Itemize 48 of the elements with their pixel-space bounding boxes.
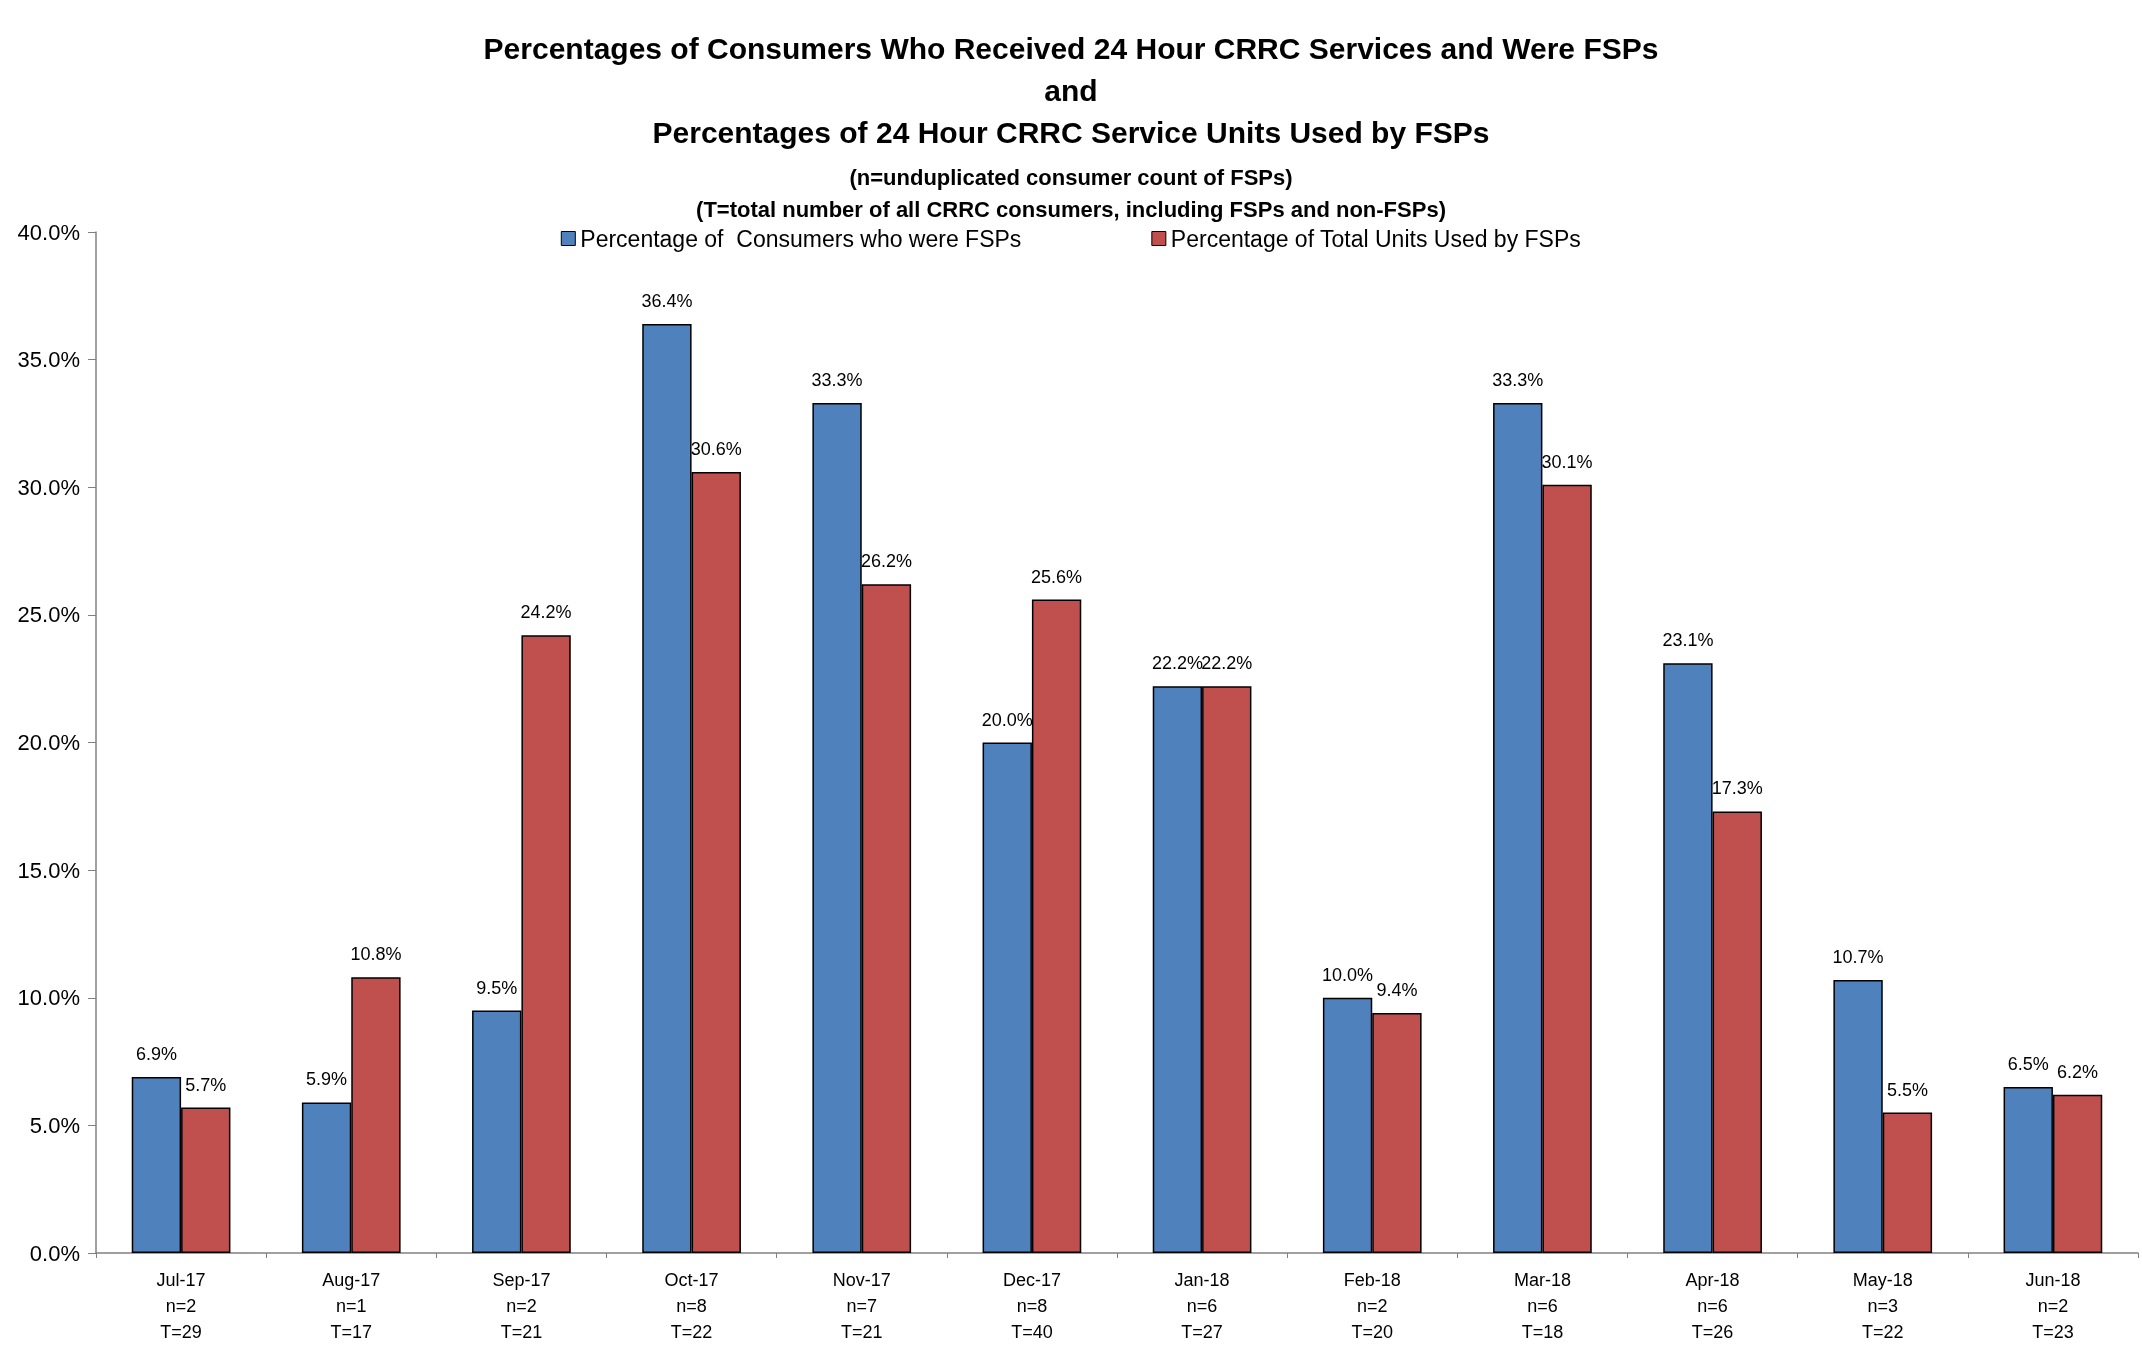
x-tick-label: Jul-17 n=2 T=29 [156, 1270, 206, 1342]
x-tick-label: Nov-17 n=7 T=21 [832, 1270, 891, 1342]
y-tick-label: 40.0% [17, 219, 80, 245]
x-tick-label: Dec-17 n=8 T=40 [1002, 1270, 1061, 1342]
y-tick-label: 30.0% [17, 474, 80, 500]
legend-label: Percentage of Consumers who were FSPs [580, 225, 1022, 252]
data-label: 6.2% [2057, 1061, 2099, 1082]
y-tick-label: 0.0% [29, 1240, 80, 1266]
chart-title: Percentages of Consumers Who Received 24 Hour CRRC Services and Were FSPs and Percentages of 24 Hour CRRC Service Units Used by FSPs [483, 31, 1659, 149]
data-label: 25.6% [1031, 566, 1083, 587]
y-tick-label: 20.0% [17, 730, 80, 755]
y-tick-label: 15.0% [17, 857, 80, 883]
data-label: 36.4% [641, 290, 693, 311]
data-label: 30.1% [1541, 451, 1593, 472]
x-tick-label: Apr-18 n=6 T=26 [1685, 1270, 1740, 1342]
data-label: 33.3% [811, 370, 863, 391]
data-label: 5.9% [306, 1069, 348, 1090]
data-label: 10.0% [1322, 964, 1374, 985]
data-label: 5.7% [185, 1074, 227, 1095]
data-label: 5.5% [1886, 1079, 1928, 1100]
data-label: 20.0% [981, 709, 1033, 730]
y-tick-label: 5.0% [29, 1112, 80, 1138]
data-label: 22.2% [1201, 653, 1253, 674]
y-tick-label: 10.0% [17, 985, 80, 1011]
data-label: 26.2% [860, 551, 912, 572]
chart-subtitle: (n=unduplicated consumer count of FSPs) (T=total number of all CRRC consumers, including FSPs and non-FSPs) [696, 164, 1446, 222]
data-label: 9.5% [476, 977, 518, 998]
y-tick-label: 25.0% [17, 602, 80, 628]
x-tick-label: Mar-18 n=6 T=18 [1513, 1270, 1571, 1342]
x-tick-label: Jun-18 n=2 T=23 [2025, 1270, 2081, 1342]
data-label: 23.1% [1662, 630, 1714, 651]
data-label: 9.4% [1376, 980, 1418, 1001]
data-label: 24.2% [520, 602, 572, 623]
legend-label: Percentage of Total Units Used by FSPs [1170, 225, 1581, 252]
y-tick-label: 35.0% [17, 347, 80, 373]
x-tick-label: Jan-18 n=6 T=27 [1174, 1270, 1230, 1342]
data-label: 6.5% [2007, 1054, 2049, 1075]
x-tick-label: Sep-17 n=2 T=21 [492, 1270, 551, 1342]
data-label: 33.3% [1492, 370, 1544, 391]
x-tick-label: Oct-17 n=8 T=22 [664, 1270, 719, 1342]
x-tick-label: Feb-18 n=2 T=20 [1343, 1270, 1401, 1342]
data-label: 22.2% [1151, 653, 1203, 674]
x-tick-label: May-18 n=3 T=22 [1852, 1270, 1913, 1342]
data-label: 17.3% [1711, 778, 1763, 799]
x-tick-label: Aug-17 n=1 T=17 [322, 1270, 381, 1342]
data-label: 10.7% [1832, 946, 1884, 967]
data-label: 10.8% [350, 944, 402, 965]
data-label: 6.9% [135, 1043, 177, 1064]
